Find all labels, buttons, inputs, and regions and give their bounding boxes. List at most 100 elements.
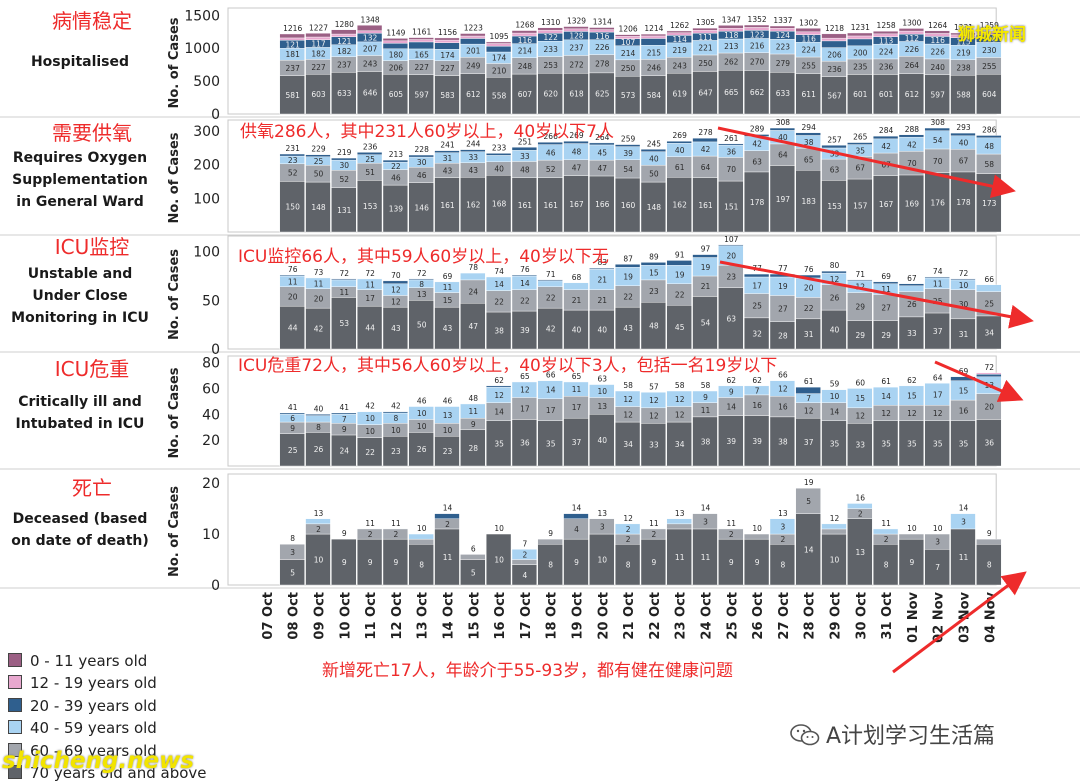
- bar-value-label: 8: [419, 561, 424, 570]
- bar-value-label: 139: [389, 205, 404, 214]
- bar-value-label: 20: [804, 284, 814, 293]
- bar-value-label: 21: [598, 296, 608, 305]
- bar-value-label: 5: [290, 568, 295, 577]
- bar-segment: [744, 27, 770, 31]
- bar-value-label: 16: [959, 406, 969, 415]
- panel-title-en-line: Hospitalised: [31, 54, 129, 70]
- bar-segment: [924, 533, 950, 550]
- bar-value-label: 14: [520, 279, 530, 288]
- bar-segment: [279, 274, 305, 277]
- bar-value-label: 23: [288, 156, 298, 165]
- bar-value-label: 215: [647, 48, 662, 57]
- bar-total-label: 83: [598, 258, 608, 267]
- bar-total-label: 13: [598, 509, 608, 518]
- bar-value-label: 42: [907, 140, 917, 149]
- bar-segment: [950, 420, 976, 467]
- bar-segment: [589, 384, 615, 398]
- bar-value-label: 29: [856, 303, 866, 312]
- bar-value-label: 48: [985, 142, 995, 151]
- bar-segment: [873, 175, 899, 233]
- bar-value-label: 25: [314, 157, 324, 166]
- bar-value-label: 9: [703, 393, 708, 402]
- bar-value-label: 588: [956, 91, 971, 100]
- bar-value-label: 237: [286, 64, 301, 73]
- x-tick-label: 16 Oct: [493, 592, 508, 640]
- bar-value-label: 23: [391, 447, 401, 456]
- bar-segment: [434, 150, 460, 153]
- bar-value-label: 219: [673, 46, 688, 55]
- bar-segment: [873, 528, 899, 535]
- bar-value-label: 8: [781, 561, 786, 570]
- bar-segment: [744, 24, 770, 28]
- bar-value-label: 30: [340, 161, 350, 170]
- bar-segment: [950, 32, 976, 36]
- bar-value-label: 14: [881, 392, 891, 401]
- bar-value-label: 10: [598, 387, 608, 396]
- panel-title-cn: 需要供氧: [52, 121, 132, 145]
- bar-total-label: 9: [987, 529, 992, 538]
- bar-total-label: 12: [623, 514, 633, 523]
- bar-value-label: 29: [856, 331, 866, 340]
- bar-total-label: 72: [959, 269, 969, 278]
- bar-total-label: 286: [982, 125, 997, 134]
- bar-total-label: 72: [985, 363, 995, 372]
- bar-value-label: 65: [804, 155, 814, 164]
- bar-value-label: 7: [342, 415, 347, 424]
- bar-value-label: 17: [752, 281, 762, 290]
- bar-segment: [589, 27, 615, 30]
- bar-segment: [692, 71, 718, 115]
- bar-segment: [898, 283, 924, 286]
- x-tick-label: 19 Oct: [571, 592, 586, 640]
- bar-total-label: 9: [342, 529, 347, 538]
- bar-value-label: 46: [546, 148, 556, 157]
- bar-total-label: 61: [804, 377, 814, 386]
- bar-total-label: 11: [727, 519, 737, 528]
- bar-segment: [382, 73, 408, 115]
- bar-value-label: 272: [569, 60, 584, 69]
- bar-value-label: 17: [933, 390, 943, 399]
- bar-segment: [511, 73, 537, 115]
- bar-value-label: 34: [985, 328, 995, 337]
- x-tick-label: 22 Oct: [648, 592, 663, 640]
- bar-segment: [769, 25, 795, 29]
- bar-value-label: 70: [933, 157, 943, 166]
- y-tick-label: 40: [202, 407, 220, 423]
- bar-value-label: 20: [727, 252, 737, 261]
- bar-value-label: 178: [750, 198, 765, 207]
- bar-value-label: 11: [365, 280, 375, 289]
- bar-segment: [873, 135, 899, 140]
- bar-segment: [357, 305, 383, 350]
- bar-total-label: 11: [649, 519, 659, 528]
- bar-total-label: 308: [931, 118, 946, 127]
- bar-value-label: 35: [959, 439, 969, 448]
- bar-total-label: 245: [647, 139, 662, 148]
- bar-value-label: 3: [600, 522, 605, 531]
- bar-segment: [537, 380, 563, 399]
- bar-value-label: 206: [389, 63, 404, 72]
- bar-value-label: 151: [724, 203, 739, 212]
- bar-segment: [537, 538, 563, 545]
- panel-title-cn: 死亡: [72, 476, 112, 500]
- bar-value-label: 10: [417, 422, 427, 431]
- bar-value-label: 35: [907, 439, 917, 448]
- x-tick-label: 25 Oct: [725, 592, 740, 640]
- bar-total-label: 1329: [567, 17, 586, 26]
- bar-value-label: 67: [856, 164, 866, 173]
- x-tick-label: 28 Oct: [803, 592, 818, 640]
- bar-segment: [847, 279, 873, 282]
- bar-segment: [744, 70, 770, 115]
- bar-total-label: 1264: [928, 21, 947, 30]
- bar-segment: [331, 29, 357, 35]
- bar-segment: [950, 513, 976, 530]
- bar-segment: [460, 559, 486, 586]
- bar-segment: [460, 177, 486, 233]
- bar-segment: [795, 386, 821, 394]
- bar-value-label: 35: [933, 439, 943, 448]
- bar-value-label: 36: [985, 439, 995, 448]
- bar-value-label: 25: [933, 297, 943, 306]
- bar-segment: [924, 74, 950, 115]
- bar-segment: [511, 559, 537, 565]
- bar-value-label: 9: [910, 558, 915, 567]
- arrow-deceased: [892, 571, 1027, 674]
